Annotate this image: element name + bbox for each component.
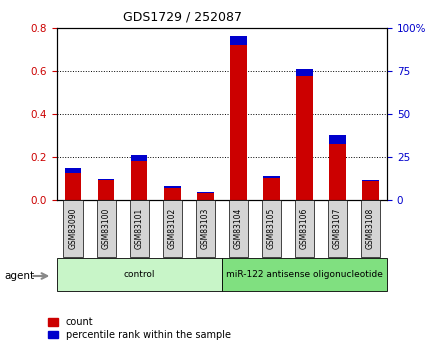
Bar bbox=[65, 168, 81, 200]
Bar bbox=[230, 36, 246, 200]
Text: GSM83103: GSM83103 bbox=[201, 208, 209, 249]
Bar bbox=[294, 200, 313, 257]
Bar bbox=[197, 192, 213, 193]
Bar bbox=[164, 186, 180, 188]
Bar bbox=[263, 176, 279, 178]
Bar bbox=[162, 200, 181, 257]
Bar bbox=[360, 200, 379, 257]
Bar bbox=[263, 176, 279, 200]
Text: GSM83100: GSM83100 bbox=[102, 208, 110, 249]
Bar bbox=[56, 258, 221, 291]
Bar bbox=[327, 200, 346, 257]
Text: control: control bbox=[123, 270, 155, 279]
Text: GSM83101: GSM83101 bbox=[135, 208, 143, 249]
Text: GSM83106: GSM83106 bbox=[299, 208, 308, 249]
Bar bbox=[329, 135, 345, 144]
Bar bbox=[230, 36, 246, 45]
Text: GDS1729 / 252087: GDS1729 / 252087 bbox=[123, 10, 242, 23]
Bar bbox=[98, 179, 114, 180]
Bar bbox=[131, 155, 147, 161]
Bar bbox=[63, 200, 82, 257]
Bar bbox=[164, 186, 180, 200]
Bar bbox=[221, 258, 386, 291]
Text: miR-122 antisense oligonucleotide: miR-122 antisense oligonucleotide bbox=[226, 270, 382, 279]
Bar bbox=[296, 69, 312, 200]
Bar bbox=[197, 192, 213, 200]
Bar bbox=[329, 136, 345, 200]
Bar bbox=[228, 200, 247, 257]
Bar bbox=[261, 200, 280, 257]
Legend: count, percentile rank within the sample: count, percentile rank within the sample bbox=[48, 317, 230, 340]
Text: agent: agent bbox=[4, 271, 34, 281]
Bar bbox=[362, 180, 378, 200]
Text: GSM83108: GSM83108 bbox=[365, 208, 374, 249]
Bar bbox=[96, 200, 115, 257]
Bar bbox=[98, 179, 114, 200]
Text: GSM83090: GSM83090 bbox=[69, 208, 77, 249]
Text: GSM83107: GSM83107 bbox=[332, 208, 341, 249]
Bar bbox=[129, 200, 148, 257]
Bar bbox=[296, 69, 312, 76]
Bar bbox=[362, 180, 378, 181]
Bar bbox=[131, 155, 147, 200]
Text: GSM83105: GSM83105 bbox=[266, 208, 275, 249]
Text: GSM83102: GSM83102 bbox=[168, 208, 176, 249]
Bar bbox=[195, 200, 214, 257]
Bar bbox=[65, 168, 81, 173]
Text: GSM83104: GSM83104 bbox=[233, 208, 242, 249]
